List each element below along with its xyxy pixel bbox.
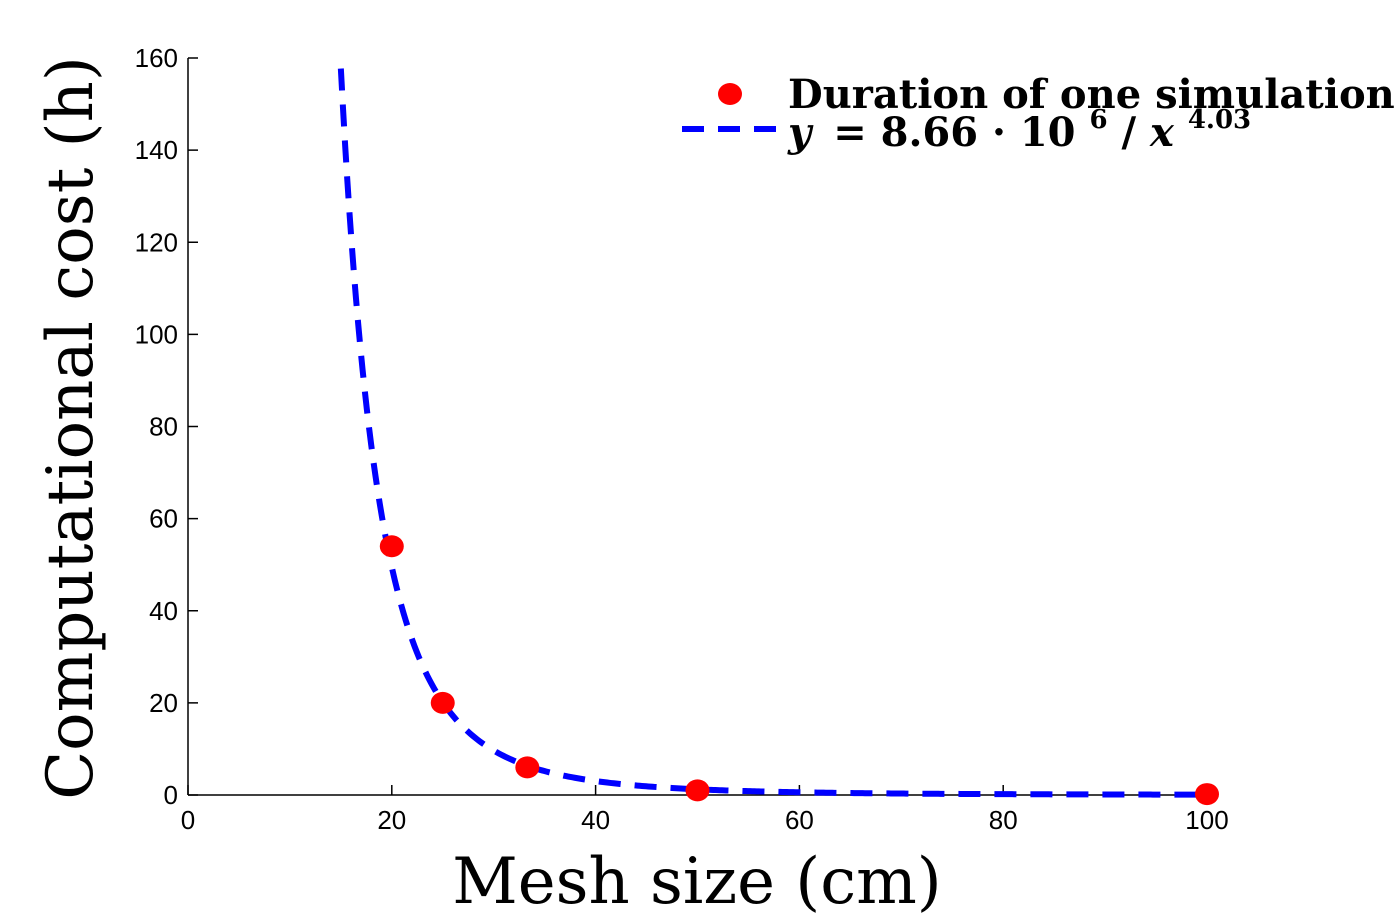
legend-label-duration: Duration of one simulation xyxy=(788,71,1394,118)
legend-label-fit: y = 8.66 · 10 6 / x 4.03 xyxy=(787,91,1251,156)
y-tick-label: 120 xyxy=(135,227,178,257)
data-point xyxy=(515,756,540,779)
x-axis-label: Mesh size (cm) xyxy=(452,845,942,919)
y-tick-label: 160 xyxy=(135,43,178,73)
x-tick-label: 60 xyxy=(785,805,814,835)
legend-fit-exp1: 6 xyxy=(1089,105,1107,135)
y-axis-label: Computational cost (h) xyxy=(34,56,108,800)
legend: Duration of one simulation y = 8.66 · 10… xyxy=(682,71,1394,156)
data-point xyxy=(379,535,404,558)
x-tick-label: 40 xyxy=(581,805,610,835)
x-tick-label: 20 xyxy=(377,805,406,835)
legend-marker-icon xyxy=(718,83,742,105)
y-tick-label: 20 xyxy=(149,688,178,718)
legend-fit-slash: / xyxy=(1121,109,1136,156)
x-tick-label: 100 xyxy=(1185,805,1228,835)
legend-fit-x: x xyxy=(1149,109,1175,156)
y-tick-label: 60 xyxy=(149,504,178,534)
legend-fit-eq: = 8.66 · 10 xyxy=(833,109,1075,156)
y-ticks: 0 20 40 60 80 100 120 140 160 xyxy=(135,43,198,810)
data-point xyxy=(430,691,455,714)
y-tick-label: 100 xyxy=(135,319,178,349)
x-ticks: 0 20 40 60 80 100 xyxy=(181,785,1229,835)
fit-curve-line xyxy=(337,68,1207,798)
legend-fit-y: y xyxy=(787,109,814,156)
y-tick-label: 140 xyxy=(135,135,178,165)
x-tick-label: 80 xyxy=(989,805,1018,835)
data-point xyxy=(685,779,710,802)
data-markers xyxy=(379,535,1219,806)
y-tick-label: 40 xyxy=(149,596,178,626)
y-tick-label: 80 xyxy=(149,412,178,442)
data-point xyxy=(1195,783,1219,806)
x-tick-label: 0 xyxy=(181,805,195,835)
legend-fit-exp2: 4.03 xyxy=(1188,105,1251,135)
y-tick-label: 0 xyxy=(164,780,178,810)
